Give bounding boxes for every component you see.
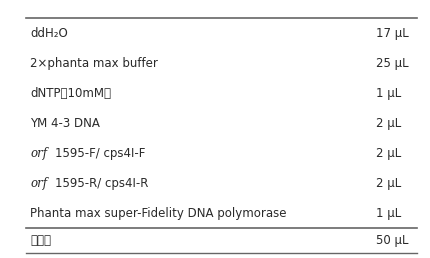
Text: orf: orf <box>30 147 47 160</box>
Text: 1 μL: 1 μL <box>376 207 402 220</box>
Text: 17 μL: 17 μL <box>376 27 409 39</box>
Text: 25 μL: 25 μL <box>376 57 409 70</box>
Text: YM 4-3 DNA: YM 4-3 DNA <box>30 117 100 130</box>
Text: 2 μL: 2 μL <box>376 147 402 160</box>
Text: 2 μL: 2 μL <box>376 117 402 130</box>
Text: 2×phanta max buffer: 2×phanta max buffer <box>30 57 158 70</box>
Text: 1595-R/ cps4I-R: 1595-R/ cps4I-R <box>55 177 148 190</box>
Text: ddH₂O: ddH₂O <box>30 27 68 39</box>
Text: 1595-F/ cps4I-F: 1595-F/ cps4I-F <box>55 147 145 160</box>
Text: Phanta max super-Fidelity DNA polymorase: Phanta max super-Fidelity DNA polymorase <box>30 207 287 220</box>
Text: 1 μL: 1 μL <box>376 87 402 100</box>
Text: 总体积: 总体积 <box>30 234 51 247</box>
Text: 50 μL: 50 μL <box>376 234 409 247</box>
Text: 2 μL: 2 μL <box>376 177 402 190</box>
Text: orf: orf <box>30 177 47 190</box>
Text: dNTP（10mM）: dNTP（10mM） <box>30 87 111 100</box>
